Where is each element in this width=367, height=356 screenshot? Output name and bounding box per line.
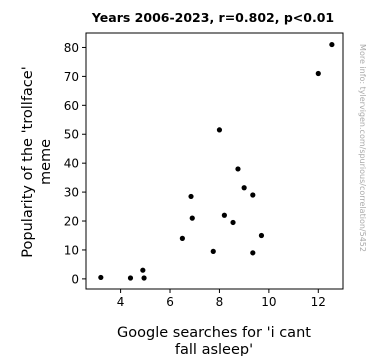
y-axis-label-line-1: Popularity of the 'trollface'	[20, 66, 36, 257]
data-point-5	[188, 193, 194, 200]
y-tick-label-8: 80	[64, 41, 79, 55]
x-tick-label-3: 10	[261, 295, 276, 309]
x-tick-label-1: 6	[166, 295, 174, 309]
data-point-11	[235, 166, 241, 172]
data-point-8	[216, 127, 223, 133]
x-axis-label-line-2: fall asleep'	[175, 342, 253, 356]
y-tick-label-5: 50	[64, 128, 79, 142]
data-point-7	[210, 248, 216, 254]
x-axis-label-line-1: Google searches for 'i cant	[117, 325, 311, 341]
x-tick-label-0: 4	[117, 295, 125, 309]
y-tick-label-4: 40	[64, 157, 79, 171]
data-point-16	[315, 70, 321, 77]
y-tick-label-2: 20	[64, 215, 79, 229]
data-point-6	[189, 215, 195, 221]
x-tick-label-2: 8	[216, 295, 224, 309]
data-point-1	[127, 275, 134, 281]
data-point-3	[141, 275, 147, 281]
plot-area: 4 6 8 10 12 0 10 20 30 40 50 60 70 80	[64, 32, 344, 309]
chart-title: Years 2006-2023, r=0.802, p<0.01	[91, 10, 334, 25]
y-tick-label-7: 70	[64, 70, 79, 84]
data-point-14	[250, 250, 256, 256]
data-point-15	[258, 232, 265, 239]
y-tick-label-3: 30	[64, 186, 79, 200]
y-tick-label-6: 60	[64, 99, 79, 113]
data-point-17	[329, 41, 335, 48]
y-tick-label-0: 0	[71, 272, 79, 286]
y-tick-label-1: 10	[64, 243, 79, 257]
data-point-0	[98, 274, 104, 281]
plot-frame	[85, 32, 344, 290]
source-note: More info: tylervigen.com/spurious/corre…	[358, 44, 367, 252]
data-point-2	[140, 267, 146, 273]
y-axis-label-line-2: meme	[38, 139, 54, 185]
x-tick-label-4: 12	[311, 295, 326, 309]
data-point-10	[230, 219, 236, 226]
data-point-13	[250, 192, 256, 198]
data-point-9	[221, 212, 227, 218]
data-point-4	[179, 235, 185, 241]
data-point-12	[241, 185, 247, 191]
